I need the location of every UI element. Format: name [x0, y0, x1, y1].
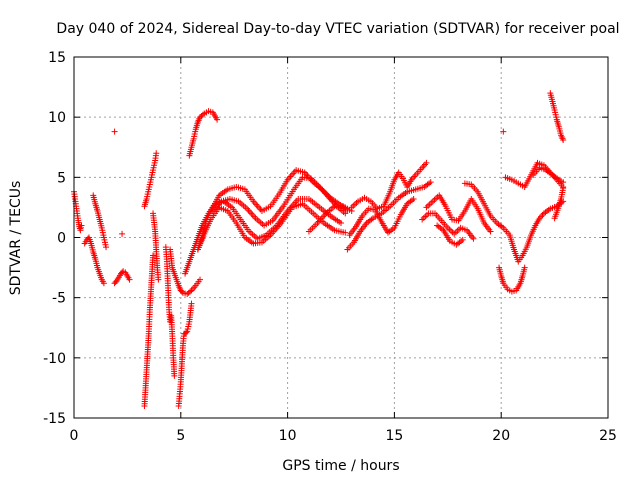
y-tick-label: 10: [48, 110, 66, 126]
y-tick-label: 0: [57, 231, 66, 247]
y-axis-label: SDTVAR / TECUs: [8, 181, 24, 296]
data-point: [153, 150, 160, 157]
data-point: [470, 235, 477, 242]
data-point: [214, 116, 221, 123]
series-arc-13: [186, 108, 221, 159]
data-point: [111, 128, 118, 135]
series-arc-18: [348, 159, 430, 212]
data-point: [459, 236, 466, 243]
data-point: [119, 230, 126, 237]
data-point: [410, 195, 417, 202]
data-point: [100, 280, 107, 287]
x-tick-label: 20: [492, 428, 510, 444]
series-arc-21: [423, 192, 494, 235]
series-arc-02: [81, 234, 107, 287]
x-tick-label: 0: [70, 428, 79, 444]
series-arc-03: [90, 192, 110, 251]
data-point: [560, 185, 567, 192]
y-tick-label: 5: [57, 170, 66, 186]
x-tick-label: 10: [279, 428, 297, 444]
series-arc-24: [496, 264, 528, 295]
series-outlier-3: [500, 128, 507, 135]
data-points: [71, 90, 567, 409]
series-arc-12: [194, 200, 349, 253]
series-arc-09: [167, 246, 204, 298]
series-arc-07: [150, 210, 162, 283]
y-tick-label: -5: [52, 291, 66, 307]
data-point: [183, 329, 190, 336]
data-point: [150, 252, 157, 259]
x-axis-label: GPS time / hours: [282, 458, 399, 474]
data-point: [487, 228, 494, 235]
data-point: [197, 276, 204, 283]
series-arc-19: [346, 195, 417, 239]
data-point: [500, 128, 507, 135]
series-arc-27: [547, 90, 567, 144]
data-point: [423, 159, 430, 166]
x-tick-label: 5: [176, 428, 185, 444]
series-arc-05: [141, 252, 157, 409]
data-point: [560, 179, 567, 186]
data-point: [342, 210, 349, 217]
data-point: [342, 229, 349, 236]
data-point: [427, 179, 434, 186]
data-point: [188, 300, 195, 307]
x-tick-label: 15: [385, 428, 403, 444]
grid: [74, 57, 608, 418]
axis-ticks: [73, 56, 609, 419]
series-arc-22: [434, 222, 466, 248]
series-outlier-2: [119, 230, 126, 237]
data-point: [171, 372, 178, 379]
data-point: [338, 220, 344, 227]
tick-labels: 0 5 10 15 20 25 -15 -10 -5 0 5 10 15: [43, 50, 617, 444]
y-tick-label: -10: [43, 351, 66, 367]
chart-title: Day 040 of 2024, Sidereal Day-to-day VTE…: [56, 21, 619, 37]
series-arc-04: [111, 268, 133, 287]
data-point: [155, 276, 162, 283]
y-tick-label: 15: [48, 50, 66, 66]
data-point: [78, 222, 85, 229]
data-point: [521, 264, 528, 271]
data-point: [560, 137, 567, 144]
series-arc-23: [461, 180, 567, 265]
x-tick-label: 25: [599, 428, 617, 444]
data-point: [103, 244, 110, 251]
series-arc-26: [530, 164, 567, 186]
y-tick-label: -15: [43, 411, 66, 427]
series-arc-20: [419, 210, 477, 242]
data-point: [112, 279, 119, 286]
series-arc-08: [162, 244, 178, 379]
data-point: [199, 111, 206, 118]
data-point: [178, 288, 185, 295]
data-point: [126, 276, 133, 283]
series-arc-25: [502, 159, 567, 190]
data-point: [187, 288, 194, 295]
series-arc-10: [175, 300, 195, 409]
series-arc-17: [344, 179, 434, 253]
series-outlier-1: [111, 128, 118, 135]
series-arc-28: [551, 185, 567, 222]
series-arc-06: [141, 150, 160, 210]
